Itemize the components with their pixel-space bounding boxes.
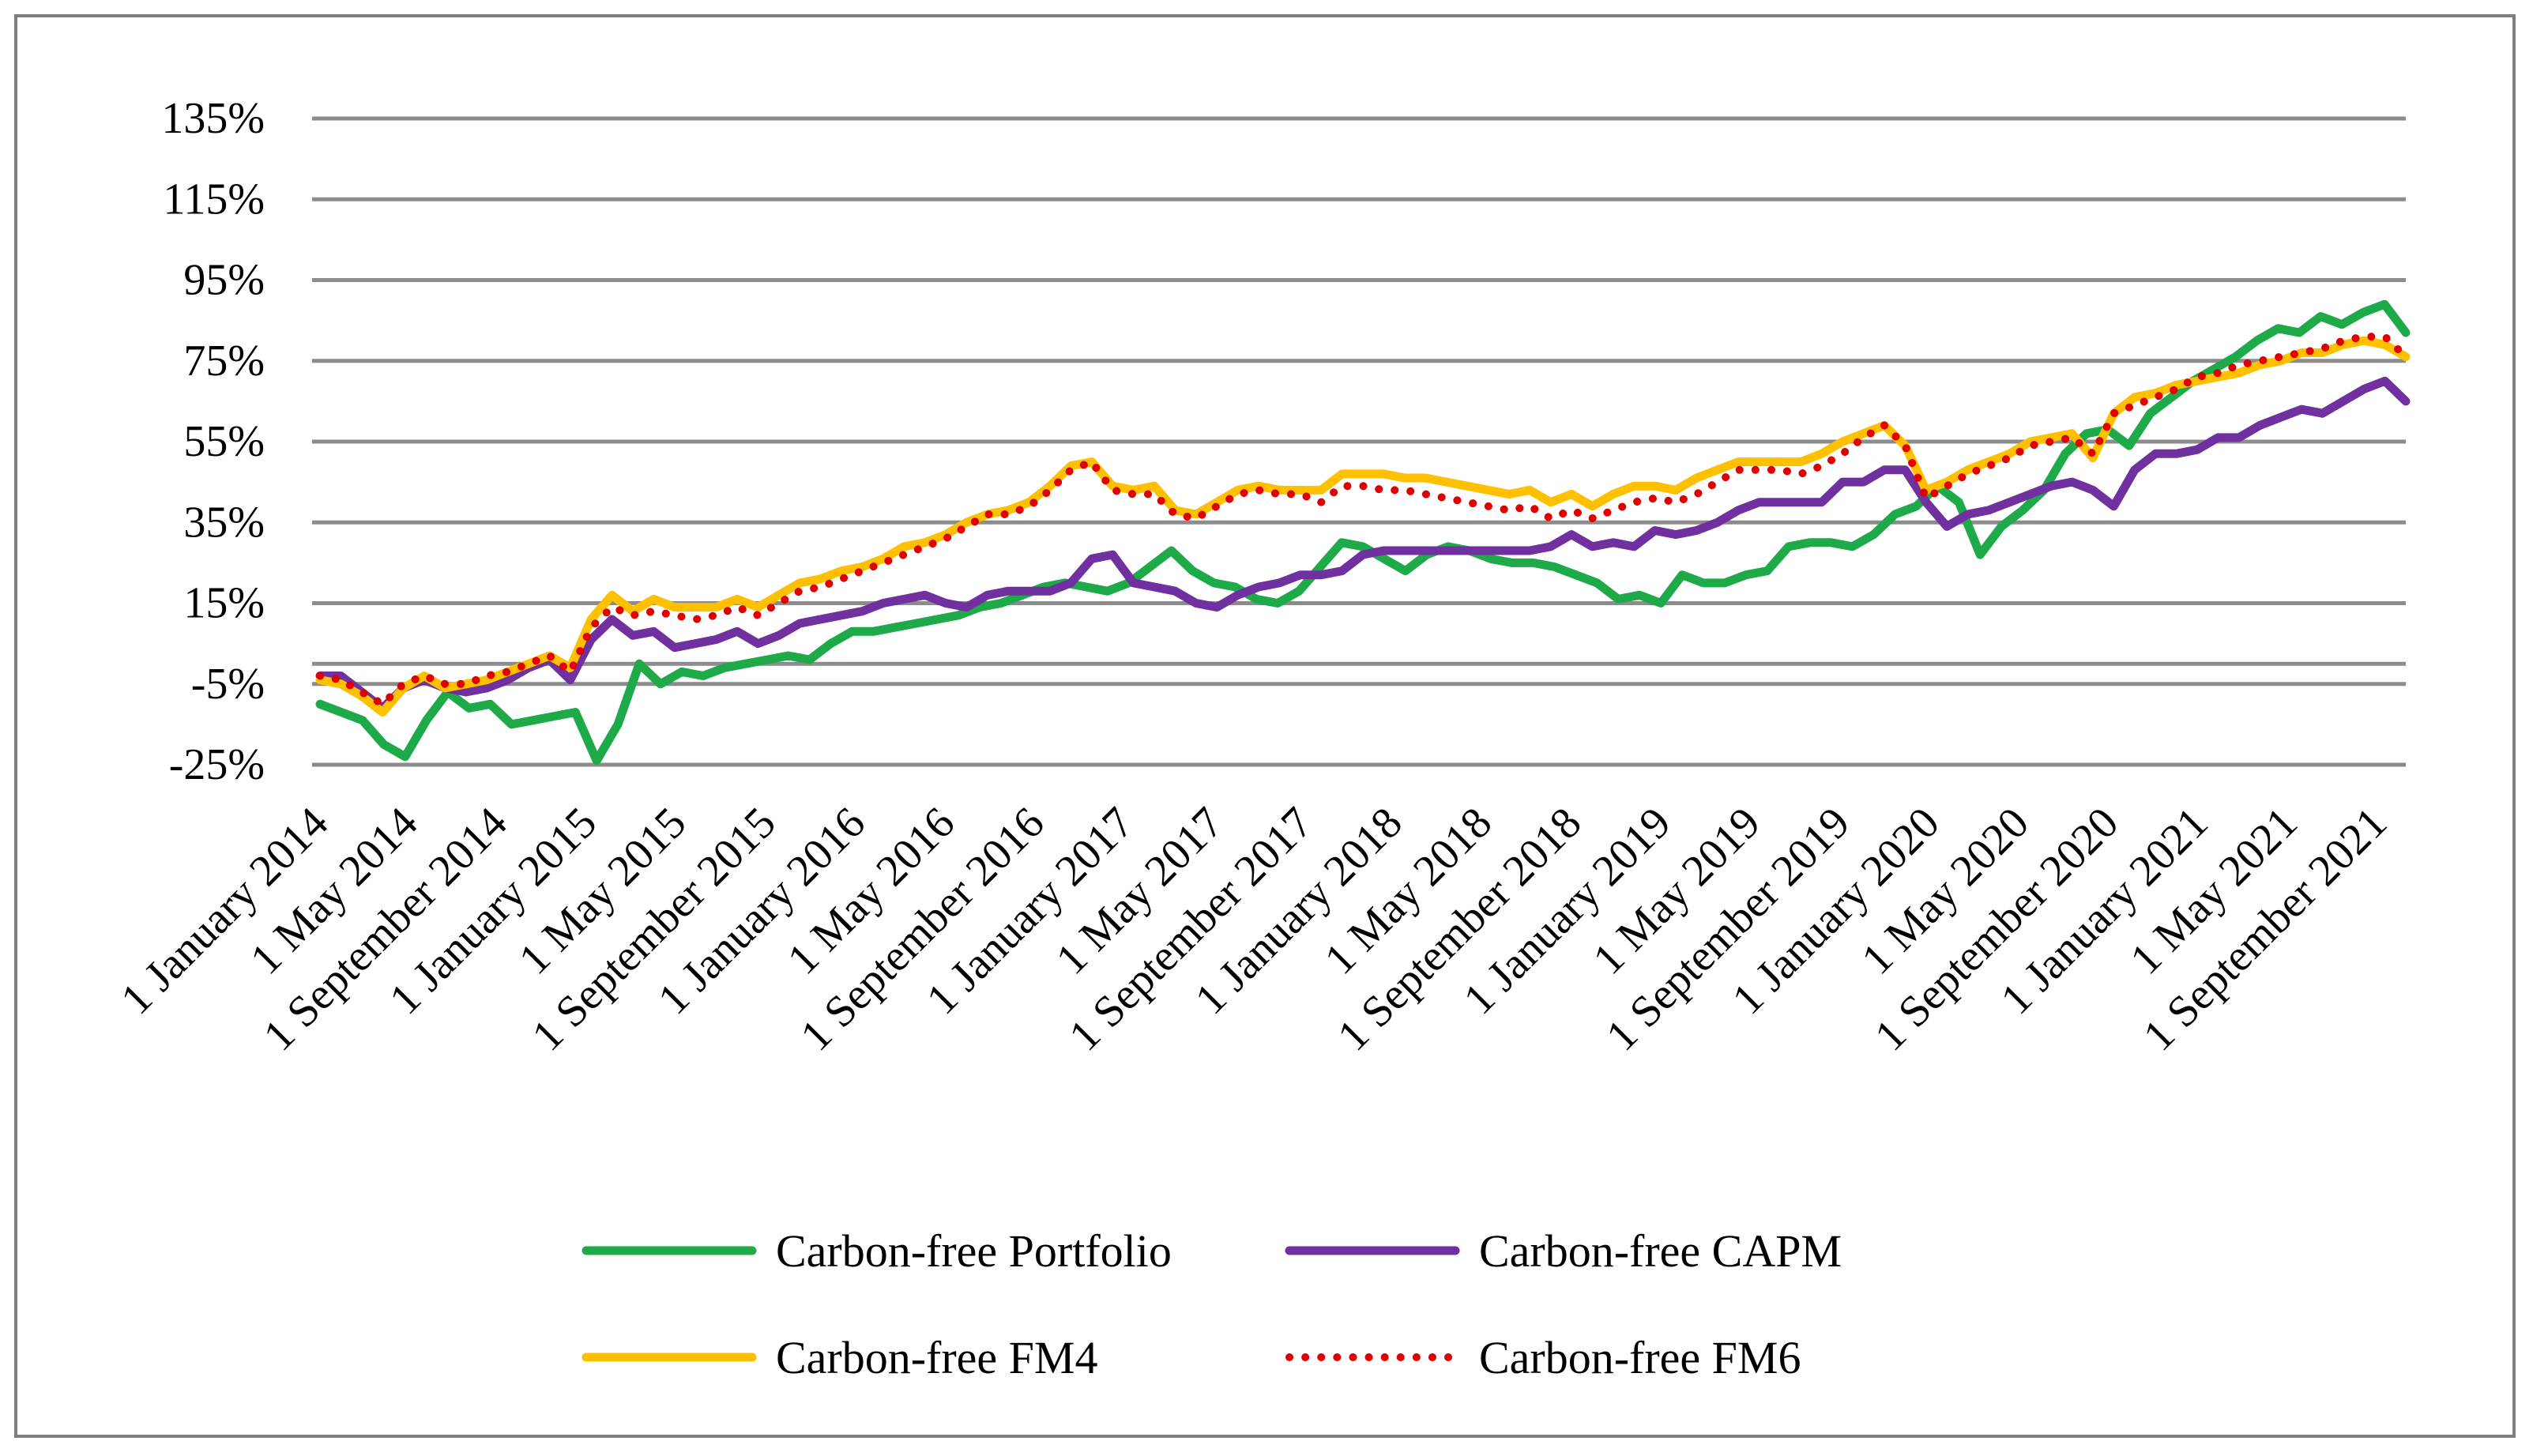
legend-label: Carbon-free FM6 — [1479, 1332, 1801, 1383]
series-line-carbon-free-fm6 — [316, 333, 2410, 709]
chart-frame — [14, 14, 2516, 1438]
y-tick-label: 75% — [183, 337, 265, 386]
legend-label: Carbon-free Portfolio — [776, 1225, 1172, 1277]
series-line-carbon-free-fm4 — [315, 336, 2411, 717]
y-tick-label: 135% — [161, 94, 265, 143]
gridlines — [312, 116, 2406, 767]
y-tick-label: 35% — [183, 498, 265, 547]
legend-label: Carbon-free CAPM — [1479, 1225, 1842, 1277]
series-line-carbon-free-capm — [315, 376, 2411, 713]
series-lines — [315, 299, 2411, 766]
series-line-carbon-free-portfolio — [315, 299, 2411, 766]
y-tick-label: 55% — [183, 417, 265, 466]
y-tick-label: -25% — [169, 740, 265, 789]
legend-label: Carbon-free FM4 — [776, 1332, 1098, 1383]
y-tick-label: 115% — [163, 175, 265, 224]
y-tick-label: 95% — [183, 256, 265, 305]
legend: Carbon-free Portfolio Carbon-free CAPM Car… — [581, 1225, 1842, 1383]
y-tick-label: -5% — [191, 660, 265, 709]
y-axis-tick-labels: -25% -5% 15% 35% 55% 75% 95% 115% 135% — [161, 94, 265, 789]
y-tick-label: 15% — [183, 579, 265, 628]
